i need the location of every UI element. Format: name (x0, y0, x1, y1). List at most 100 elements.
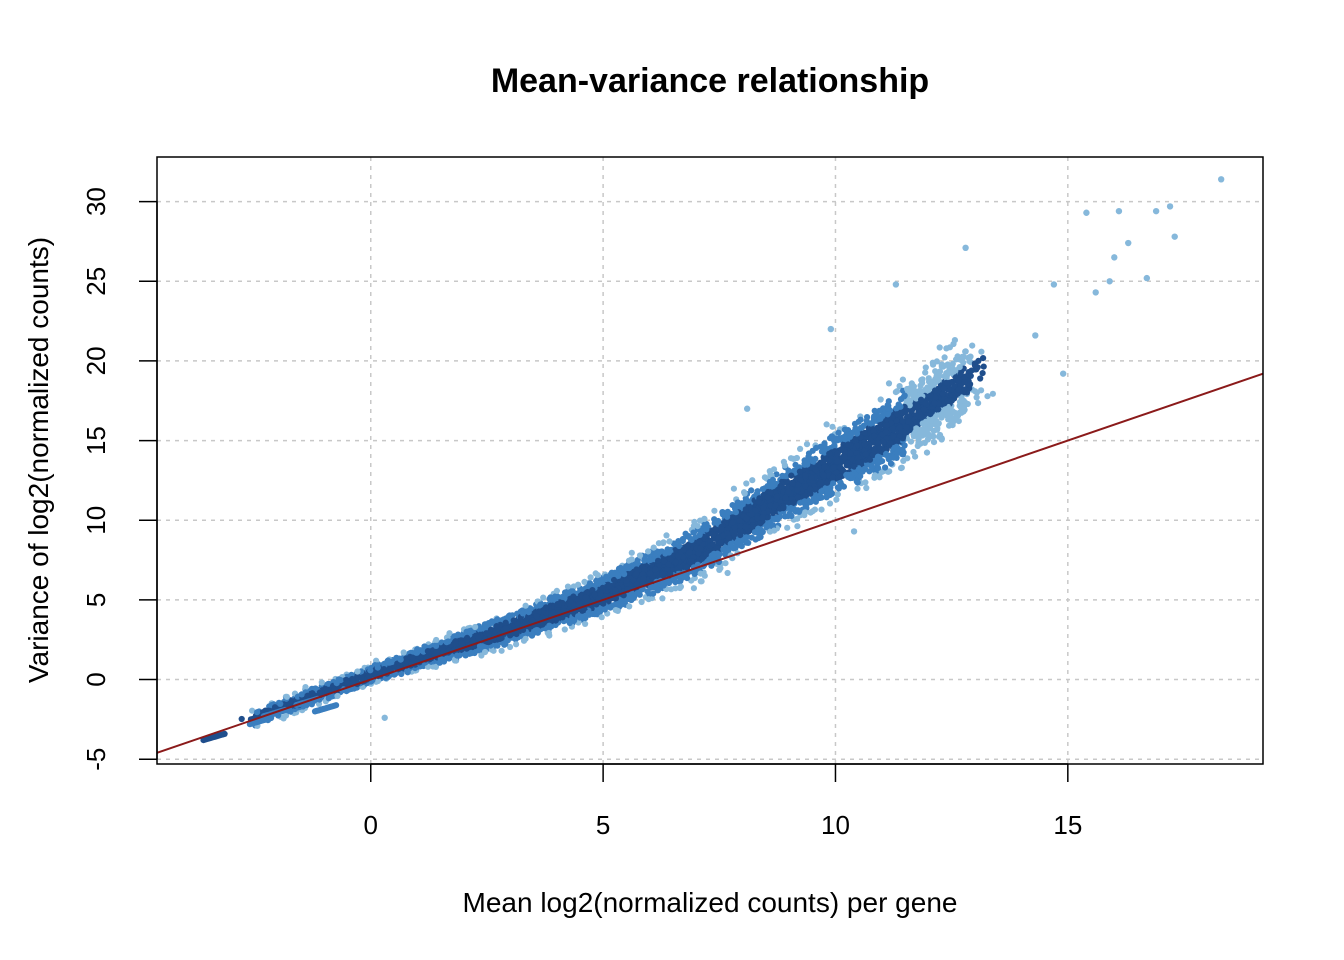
data-point (645, 548, 652, 555)
data-point (612, 607, 619, 614)
data-point (582, 620, 589, 628)
data-point (711, 507, 718, 514)
data-point (717, 539, 724, 546)
data-point (861, 441, 868, 448)
data-point (910, 433, 918, 440)
data-point (845, 441, 852, 448)
data-point (596, 608, 604, 616)
data-point (701, 515, 708, 523)
data-point (918, 413, 925, 421)
data-point (967, 381, 974, 388)
data-point (794, 494, 802, 501)
data-point (946, 344, 954, 351)
data-point (623, 563, 630, 570)
data-point (885, 380, 893, 387)
data-point (855, 418, 862, 425)
data-point (793, 454, 801, 462)
data-point (933, 358, 941, 365)
data-point (433, 642, 440, 650)
data-point (724, 513, 731, 520)
data-point (749, 477, 756, 484)
data-point (603, 573, 610, 580)
data-point (795, 481, 802, 488)
data-point (944, 361, 951, 368)
data-point (968, 367, 975, 374)
data-point (896, 383, 903, 390)
data-point (277, 700, 284, 708)
data-point (797, 445, 804, 452)
data-point (907, 438, 915, 445)
data-point (582, 594, 589, 601)
data-point (695, 550, 702, 557)
data-point (867, 420, 875, 427)
data-point (743, 539, 750, 546)
data-point (975, 400, 982, 407)
data-point (494, 616, 501, 623)
data-point (725, 547, 732, 554)
data-point (759, 486, 766, 493)
data-point (519, 610, 527, 617)
data-point (875, 465, 882, 472)
data-point (536, 602, 544, 609)
data-point (945, 369, 952, 377)
data-point (575, 601, 583, 608)
scatter-points (200, 176, 1225, 744)
data-point (824, 487, 831, 494)
data-point (498, 647, 505, 654)
data-point (724, 508, 731, 515)
data-point (650, 590, 657, 597)
data-point (813, 444, 820, 451)
data-point (672, 585, 679, 592)
data-point (586, 580, 594, 587)
data-point (961, 386, 968, 393)
data-point (864, 414, 871, 421)
data-point (650, 544, 657, 551)
data-point (748, 487, 755, 494)
data-point (893, 411, 901, 418)
data-point (502, 619, 509, 626)
data-point (581, 578, 588, 586)
data-point (652, 566, 659, 573)
data-point (662, 550, 669, 557)
data-point (754, 488, 761, 495)
data-point (644, 588, 651, 595)
data-point (280, 715, 287, 722)
data-point (703, 526, 710, 533)
data-point (796, 468, 804, 475)
data-point (877, 396, 884, 403)
data-point (641, 553, 648, 560)
data-point (561, 626, 568, 633)
data-point (852, 435, 860, 442)
grid-lines (157, 157, 1263, 764)
data-point (962, 348, 969, 355)
data-point (730, 485, 738, 492)
data-point (564, 583, 572, 590)
data-point (834, 491, 841, 498)
data-point (697, 570, 704, 577)
data-point (694, 523, 701, 530)
data-point (861, 465, 868, 472)
data-point (271, 704, 279, 711)
data-point (855, 459, 862, 466)
data-point (433, 636, 440, 644)
data-point (748, 511, 755, 518)
data-point (354, 668, 361, 675)
data-point (811, 486, 818, 493)
data-point (915, 436, 922, 443)
data-point (666, 538, 673, 545)
data-point (698, 555, 706, 562)
chart-title: Mean-variance relationship (491, 62, 929, 100)
data-point (696, 531, 703, 539)
data-point (829, 423, 836, 430)
data-point (808, 474, 816, 481)
data-point (851, 463, 858, 470)
data-point (803, 441, 811, 448)
data-point (682, 530, 689, 537)
data-point (709, 541, 717, 548)
data-point (683, 564, 690, 571)
data-point (451, 633, 458, 640)
data-point (785, 467, 792, 474)
data-point (927, 392, 934, 399)
data-point (949, 422, 956, 429)
data-point (598, 614, 605, 621)
